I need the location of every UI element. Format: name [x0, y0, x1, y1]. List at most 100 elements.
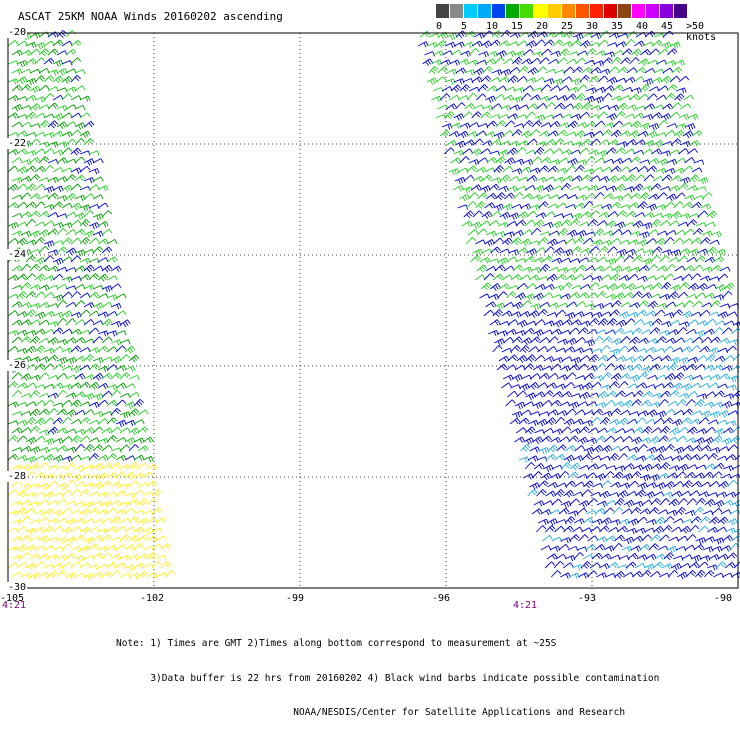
wind-barb — [84, 375, 94, 381]
wind-barb — [71, 58, 81, 64]
wind-barb — [518, 141, 528, 147]
wind-barb — [513, 265, 523, 271]
wind-barb — [125, 565, 135, 572]
wind-barb — [433, 51, 443, 57]
wind-barb — [467, 132, 477, 138]
wind-barb — [664, 313, 674, 319]
wind-barb — [484, 239, 494, 246]
wind-barb — [111, 390, 121, 397]
wind-barb — [134, 420, 144, 425]
wind-barb — [584, 201, 594, 208]
wind-barb — [558, 229, 568, 236]
wind-barb — [600, 491, 610, 498]
wind-barb — [53, 403, 63, 408]
wind-barb — [648, 194, 658, 200]
wind-barb — [53, 312, 63, 318]
wind-barb — [576, 58, 586, 64]
wind-barb — [39, 157, 49, 163]
wind-barb — [718, 481, 728, 488]
wind-barb — [615, 293, 625, 300]
wind-barb — [695, 400, 705, 407]
wind-barb — [674, 130, 684, 137]
wind-barb — [665, 202, 675, 208]
wind-barb — [543, 256, 553, 262]
wind-barb — [533, 402, 543, 409]
wind-barb — [579, 186, 589, 191]
wind-barb — [676, 124, 686, 130]
wind-barb — [62, 311, 72, 318]
lon-tick-label: -99 — [286, 593, 304, 604]
wind-barb — [44, 329, 54, 334]
wind-barb — [641, 400, 651, 406]
wind-barb — [478, 52, 488, 58]
wind-barb — [629, 131, 639, 138]
wind-barb — [8, 294, 18, 299]
wind-barb — [654, 105, 664, 110]
wind-barb — [539, 202, 549, 208]
wind-barb — [605, 573, 615, 578]
wind-barb — [555, 103, 565, 109]
wind-barb — [725, 528, 735, 534]
wind-barb — [17, 41, 27, 46]
wind-barb — [495, 58, 505, 65]
wind-barb — [644, 250, 654, 256]
wind-barb — [598, 112, 608, 118]
wind-barb — [156, 573, 166, 578]
wind-barb — [84, 354, 94, 361]
wind-barb — [44, 509, 54, 516]
wind-barb — [710, 337, 720, 343]
wind-barb — [472, 112, 482, 118]
wind-barb — [613, 50, 623, 55]
wind-barb — [668, 363, 678, 370]
wind-barb — [698, 526, 708, 532]
wind-barb — [670, 112, 680, 118]
wind-barb — [689, 175, 699, 182]
wind-barb — [585, 60, 595, 65]
wind-barb — [484, 274, 494, 281]
wind-barb — [647, 204, 657, 211]
wind-barb — [605, 330, 615, 335]
wind-barb — [604, 159, 614, 164]
wind-barb — [53, 347, 63, 353]
wind-barb — [107, 418, 117, 424]
wind-barb — [93, 482, 103, 489]
wind-barb — [590, 211, 600, 217]
wind-barb — [701, 376, 711, 381]
wind-barb — [30, 49, 40, 55]
wind-barb — [506, 329, 516, 335]
wind-barb — [12, 178, 22, 184]
wind-barb — [550, 51, 560, 57]
wind-barb — [606, 500, 616, 505]
wind-barb — [102, 357, 112, 362]
wind-barb — [557, 168, 567, 174]
wind-barb — [672, 103, 682, 109]
wind-barb — [35, 292, 45, 298]
wind-barb — [554, 561, 564, 568]
wind-barb — [538, 481, 548, 487]
wind-barb — [708, 420, 718, 425]
wind-barb — [606, 536, 616, 542]
wind-barb — [620, 410, 630, 415]
wind-barb — [75, 86, 85, 91]
wind-barb — [48, 212, 58, 217]
wind-barb — [138, 571, 148, 578]
wind-barb — [555, 70, 565, 75]
wind-barb — [541, 123, 551, 128]
wind-barb — [528, 456, 538, 462]
wind-barb — [508, 320, 518, 326]
wind-barb — [526, 393, 536, 400]
wind-barb — [655, 348, 665, 353]
wind-barb — [726, 421, 736, 427]
wind-barb — [75, 555, 85, 562]
wind-barb — [543, 222, 553, 228]
wind-barb — [611, 96, 621, 102]
wind-barb — [535, 355, 545, 361]
wind-barb — [517, 391, 527, 397]
wind-barb — [17, 563, 27, 568]
wind-barb — [62, 41, 72, 46]
wind-barb — [71, 435, 81, 442]
wind-barb — [102, 391, 112, 397]
wind-barb — [39, 246, 49, 253]
wind-barb — [614, 402, 624, 408]
wind-barb — [682, 481, 692, 488]
